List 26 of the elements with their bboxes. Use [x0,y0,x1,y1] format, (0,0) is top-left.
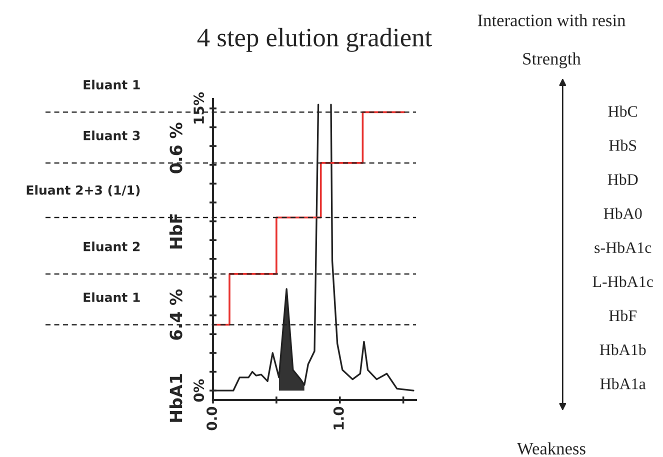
ref-line-label: Eluant 3 [84,130,140,140]
y-tick-label: 15% [194,92,204,124]
category-label: HbS [609,140,636,151]
text: 0.6 % [170,122,182,174]
text: HbA1 [169,374,182,422]
text: Strength [523,52,581,68]
x-tick-label: 1.0 [333,406,344,430]
x-tick-label: 0.0 [206,406,218,430]
text: HbF [169,214,182,249]
ref-line-label: Eluant 2+3 (1/1) [26,185,140,196]
text: Interaction with resin [478,14,626,26]
text: Weakness [517,442,586,455]
category-label: L-HbA1c [592,276,653,288]
category-label: HbA1b [600,344,646,356]
category-label: HbA0 [604,208,642,220]
category-label: HbD [608,174,638,185]
category-label: s-HbA1c [594,242,652,254]
y-tick-label: 0% [194,379,204,402]
chart-title: 4 step elution gradient [197,28,432,52]
category-label: HbF [609,310,636,322]
ref-line-label: Eluant 1 [84,292,140,302]
text: 6.4 % [170,289,182,340]
ref-line-label: Eluant 1 [84,80,140,90]
category-label: HbA1a [600,378,646,390]
category-label: HbC [608,106,638,117]
ref-line-label: Eluant 2 [84,242,140,252]
